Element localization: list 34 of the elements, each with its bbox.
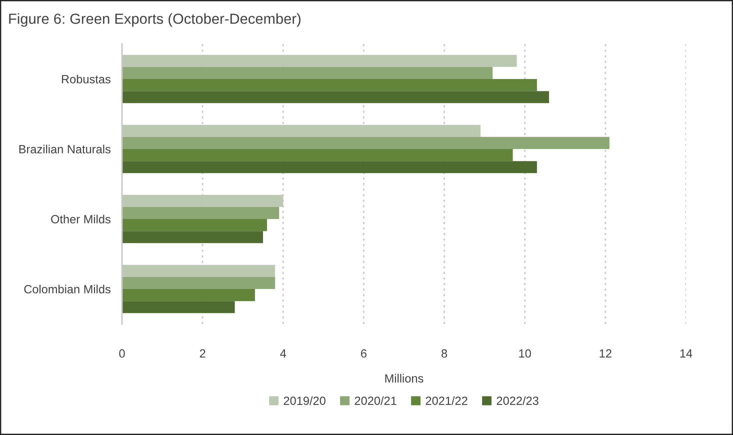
y-tick-label: Colombian Milds [24,284,110,294]
x-tick-label: 2 [200,349,206,358]
bar [122,194,284,207]
x-tick-label: 0 [119,349,125,358]
legend-label: 2022/23 [496,396,538,405]
bar [122,276,276,289]
legend-label: 2020/21 [354,396,396,405]
x-tick-label: 10 [519,349,531,358]
bar [122,161,537,174]
x-tick-label: 6 [361,349,366,358]
bar [122,91,550,104]
legend-label: 2019/20 [284,396,326,405]
bar [122,136,610,149]
x-tick-label: 12 [600,349,612,358]
x-axis-title: Millions [385,374,424,383]
bar [122,124,481,137]
legend-label: 2021/22 [426,396,468,405]
bar [122,301,235,314]
y-tick-label: Brazilian Naturals [19,144,110,154]
bar [122,264,276,277]
chart-title: Figure 6: Green Exports (October-December) [9,13,300,27]
y-tick-label: Robustas [62,74,110,84]
bar [122,219,268,232]
bar [122,149,513,162]
x-tick-label: 14 [680,349,692,358]
bar [122,66,493,79]
bar [122,289,255,302]
bar [122,79,537,92]
x-tick-label: 8 [442,349,448,358]
y-tick-label: Other Milds [51,214,110,224]
bar [122,231,263,244]
bar [122,206,280,219]
bar [122,54,517,67]
x-tick-label: 4 [280,349,286,358]
